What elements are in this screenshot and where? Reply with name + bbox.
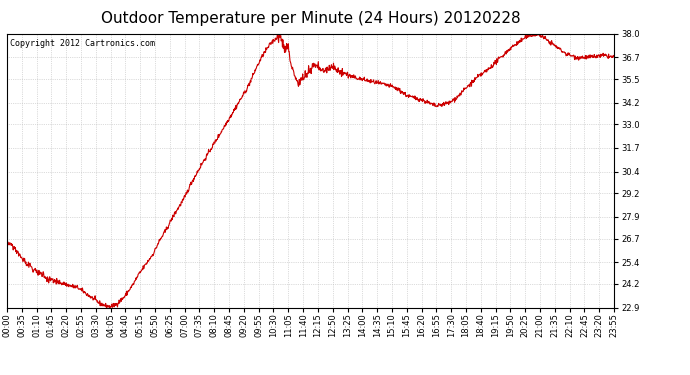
- Text: Outdoor Temperature per Minute (24 Hours) 20120228: Outdoor Temperature per Minute (24 Hours…: [101, 11, 520, 26]
- Text: Copyright 2012 Cartronics.com: Copyright 2012 Cartronics.com: [10, 39, 155, 48]
